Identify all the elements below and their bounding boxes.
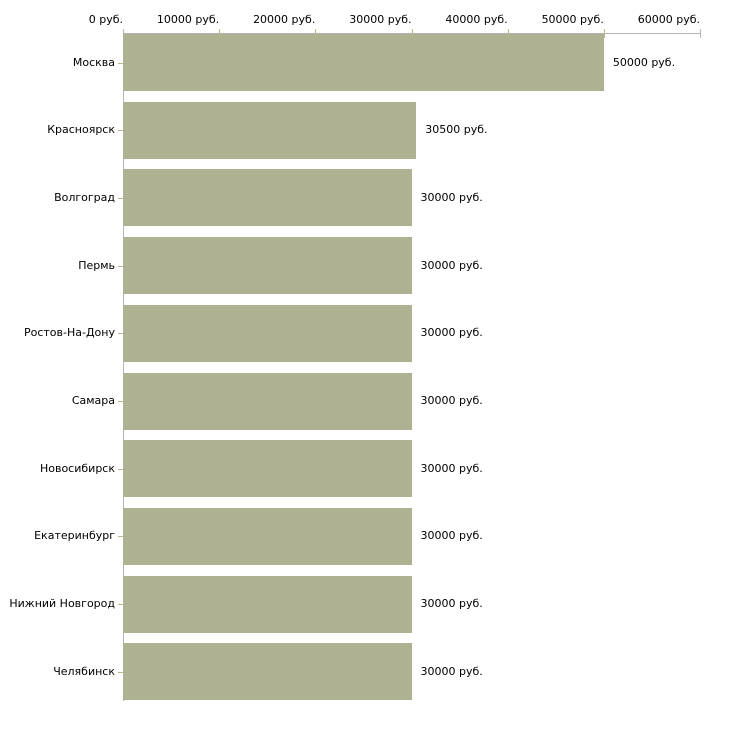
bar-value-label: 30000 руб.	[420, 664, 483, 678]
bar-value-label: 30000 руб.	[420, 461, 483, 475]
bar-value-label: 30500 руб.	[425, 123, 488, 137]
y-axis-tick-label: Екатеринбург	[34, 529, 115, 543]
x-axis-tick-label: 0 руб.	[88, 13, 123, 26]
y-axis-tick	[118, 401, 123, 402]
y-axis-tick	[118, 333, 123, 334]
bar-value-label: 30000 руб.	[420, 529, 483, 543]
y-axis-tick-label: Волгоград	[54, 190, 115, 204]
y-axis-tick-label: Челябинск	[53, 664, 115, 678]
x-axis-tick-label: 50000 руб.	[541, 13, 604, 26]
bar[interactable]	[123, 440, 412, 498]
bar-value-label: 30000 руб.	[420, 258, 483, 272]
y-axis-tick	[118, 63, 123, 64]
y-axis-tick	[118, 198, 123, 199]
x-axis-tick-label: 60000 руб.	[637, 13, 700, 26]
x-axis-tick-label: 20000 руб.	[253, 13, 316, 26]
y-axis-tick	[118, 536, 123, 537]
bar[interactable]	[123, 101, 417, 159]
bar[interactable]	[123, 643, 412, 701]
y-axis-line	[123, 33, 124, 701]
bar[interactable]	[123, 304, 412, 362]
x-axis-tick-label: 30000 руб.	[349, 13, 412, 26]
bar-value-label: 30000 руб.	[420, 394, 483, 407]
x-axis-tick	[700, 29, 701, 38]
y-axis-tick	[118, 469, 123, 470]
y-axis-tick-label: Пермь	[78, 258, 115, 272]
bar[interactable]	[123, 507, 412, 565]
y-axis-tick	[118, 266, 123, 267]
bar-value-label: 30000 руб.	[420, 326, 483, 340]
x-axis-tick	[507, 29, 509, 38]
x-axis-tick	[219, 29, 221, 38]
bar[interactable]	[123, 34, 604, 91]
x-axis-tick	[315, 29, 317, 38]
bar[interactable]	[123, 575, 412, 633]
y-axis-tick	[118, 130, 123, 131]
y-axis-tick-label: Новосибирск	[39, 461, 115, 475]
bar[interactable]	[123, 372, 412, 430]
bar-value-label: 30000 руб.	[420, 597, 483, 611]
y-axis-tick	[118, 604, 123, 605]
x-axis-tick	[411, 29, 413, 38]
y-axis-tick-label: Самара	[71, 394, 115, 407]
y-axis-tick-label: Москва	[72, 55, 115, 69]
bar-value-label: 30000 руб.	[420, 190, 483, 204]
x-axis-tick-label: 40000 руб.	[445, 13, 508, 26]
y-axis-tick	[118, 672, 123, 673]
x-axis-tick-label: 10000 руб.	[156, 13, 220, 26]
y-axis-tick-label: Нижний Новгород	[9, 597, 115, 611]
x-axis-tick	[603, 29, 605, 38]
y-axis-tick-label: Ростов-На-Дону	[23, 326, 115, 340]
bar[interactable]	[123, 169, 412, 227]
y-axis-tick-label: Красноярск	[47, 123, 115, 137]
bar-value-label: 50000 руб.	[612, 55, 676, 69]
bar[interactable]	[123, 237, 412, 295]
